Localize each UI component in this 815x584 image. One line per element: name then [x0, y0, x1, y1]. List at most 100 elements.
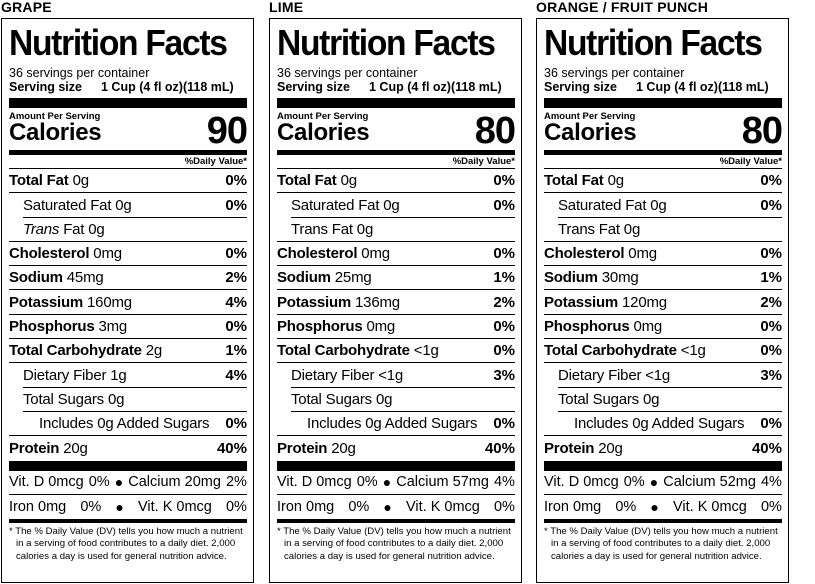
vitamin-row-2: Iron 0mg 0% ● Vit. K 0mcg 0%	[9, 495, 247, 519]
nutrient-label: Total Carbohydrate	[9, 342, 142, 360]
nutrient-dv: 0%	[225, 245, 247, 263]
nutrient-amount: 2g	[145, 342, 163, 360]
nutrient-dv: 40%	[484, 439, 515, 457]
calories-row: Calories 80	[544, 112, 783, 150]
nutrient-row-cholesterol: Cholesterol 0mg 0%	[9, 242, 247, 267]
flavor-heading: ORANGE / FRUIT PUNCH	[536, 0, 708, 15]
nutrient-amount: 0g	[72, 172, 90, 190]
nutrient-label: Phosphorus	[9, 317, 95, 335]
calcium: Calcium 20mg	[128, 474, 221, 491]
nutrient-dv: 2%	[225, 269, 247, 287]
bullet-icon: ●	[382, 474, 392, 491]
nutrient-label: Sodium	[277, 269, 331, 287]
divider-thin	[9, 518, 247, 523]
nutrient-amount: 0mg	[633, 317, 663, 335]
nutrient-dv: 1%	[225, 342, 247, 360]
nutrient-row-dietary-fiber: Dietary Fiber <1g 3%	[544, 363, 782, 388]
nutrient-dv: 2%	[493, 293, 515, 311]
nutrient-row-trans-fat: Trans Fat 0g	[277, 218, 515, 242]
vitamin-k-dv: 0%	[493, 498, 515, 515]
nutrient-dv: 0%	[760, 172, 782, 190]
nutrient-amount: 0g	[623, 220, 641, 238]
calories-label: Calories	[9, 119, 102, 146]
servings-per-container: 36 servings per container	[9, 66, 150, 80]
nutrient-label: Total Carbohydrate	[277, 342, 410, 360]
nutrient-label: Protein	[544, 439, 595, 457]
serving-size-row: Serving size 1 Cup (4 fl oz)(118 mL)	[9, 80, 247, 95]
nutrient-dv: 3%	[493, 367, 515, 385]
serving-size-label: Serving size	[9, 80, 82, 94]
nutrient-amount: 0g	[107, 391, 125, 409]
nutrient-label: Cholesterol	[277, 245, 358, 263]
nutrition-panel: Nutrition Facts 36 servings per containe…	[269, 18, 522, 583]
nutrient-row-dietary-fiber: Dietary Fiber <1g 3%	[277, 363, 515, 388]
nutrient-dv: 0%	[493, 415, 515, 433]
footnote-line: * The % Daily Value (DV) tells you how m…	[544, 525, 778, 537]
nutrient-amount: 0g	[375, 391, 393, 409]
vitamin-row-2: Iron 0mg 0% ● Vit. K 0mcg 0%	[277, 495, 515, 519]
nutrient-amount: 0g	[383, 196, 400, 214]
servings-per-container: 36 servings per container	[277, 66, 418, 80]
nutrient-label: Total Carbohydrate	[544, 342, 677, 360]
nutrient-row-added-sugars: Includes 0g Added Sugars 0%	[9, 412, 247, 437]
nutrient-row-dietary-fiber: Dietary Fiber 1g 4%	[9, 363, 247, 388]
iron-dv: 0%	[348, 498, 370, 515]
nutrient-dv: 0%	[493, 172, 515, 190]
nutrient-amount: <1g	[413, 342, 439, 360]
nutrient-amount: 0mg	[93, 245, 122, 263]
serving-size-row: Serving size 1 Cup (4 fl oz)(118 mL)	[544, 80, 782, 95]
nutrient-dv: 4%	[225, 293, 247, 311]
nutrient-row-cholesterol: Cholesterol 0mg 0%	[277, 242, 515, 267]
nutrient-label: Protein	[277, 439, 328, 457]
nutrient-row-potassium: Potassium 136mg 2%	[277, 290, 515, 315]
nutrient-row-sodium: Sodium 45mg 2%	[9, 266, 247, 291]
nutrient-dv: 0%	[225, 196, 247, 214]
vitamin-row-1: Vit. D 0mcg 0% ● Calcium 57mg 4%	[277, 471, 515, 495]
nutrient-dv: 0%	[225, 415, 247, 433]
vitamin-d: Vit. D 0mcg	[277, 474, 352, 491]
iron: Iron 0mg	[9, 498, 67, 515]
footnote: * The % Daily Value (DV) tells you how m…	[9, 526, 247, 564]
divider-thick	[9, 98, 247, 108]
vitamin-d-dv: 0%	[356, 474, 378, 491]
nutrient-amount: 20g	[331, 439, 356, 457]
amount-per-serving: Amount Per Serving	[544, 111, 636, 122]
nutrient-amount: 0mg	[628, 245, 657, 263]
nutrient-label: Cholesterol	[9, 245, 90, 263]
nutrient-dv: 0%	[760, 342, 782, 360]
serving-size-label: Serving size	[277, 80, 350, 94]
nutrient-row-phosphorus: Phosphorus 0mg 0%	[544, 315, 782, 340]
nutrient-label: Total Fat	[544, 172, 604, 190]
nutrient-label: Potassium	[277, 293, 352, 311]
calcium-dv: 4%	[760, 474, 782, 491]
divider-thin	[277, 518, 515, 523]
footnote-line: in a serving of food contributes to a da…	[284, 538, 504, 550]
daily-value-header: %Daily Value*	[9, 155, 247, 169]
nutrient-amount: 25mg	[334, 269, 372, 287]
nutrient-label: Saturated Fat	[23, 196, 112, 214]
footnote-line: * The % Daily Value (DV) tells you how m…	[277, 525, 511, 537]
calcium: Calcium 57mg	[396, 474, 489, 491]
serving-size-value: 1 Cup (4 fl oz)(118 mL)	[636, 80, 769, 94]
vitamin-k: Vit. K 0mcg	[673, 498, 747, 515]
divider-thick	[277, 460, 515, 471]
nutrient-row-total-carbohydrate: Total Carbohydrate <1g 0%	[544, 339, 782, 364]
nutrient-amount: Fat 0g	[63, 220, 105, 238]
nutrient-amount: 0mg	[366, 317, 396, 335]
footnote-line: calories a day is used for general nutri…	[284, 550, 495, 562]
nutrient-label: Potassium	[9, 293, 84, 311]
nutrient-row-total-carbohydrate: Total Carbohydrate <1g 0%	[277, 339, 515, 364]
nutrient-label: Phosphorus	[544, 317, 630, 335]
serving-size-value: 1 Cup (4 fl oz)(118 mL)	[369, 80, 502, 94]
nutrient-label: Potassium	[544, 293, 619, 311]
divider-medium	[277, 150, 515, 155]
footnote-line: in a serving of food contributes to a da…	[16, 538, 236, 550]
nutrient-row-trans-fat: Trans Fat 0g	[9, 218, 247, 242]
calories-row: Calories 90	[9, 112, 248, 150]
vitamin-row-1: Vit. D 0mcg 0% ● Calcium 20mg 2%	[9, 471, 247, 495]
nutrient-row-saturated-fat: Saturated Fat 0g 0%	[544, 193, 782, 218]
nutrient-amount: 0g	[650, 196, 667, 214]
calcium: Calcium 52mg	[663, 474, 756, 491]
nutrient-row-saturated-fat: Saturated Fat 0g 0%	[277, 193, 515, 218]
nutrient-dv: 0%	[760, 245, 782, 263]
